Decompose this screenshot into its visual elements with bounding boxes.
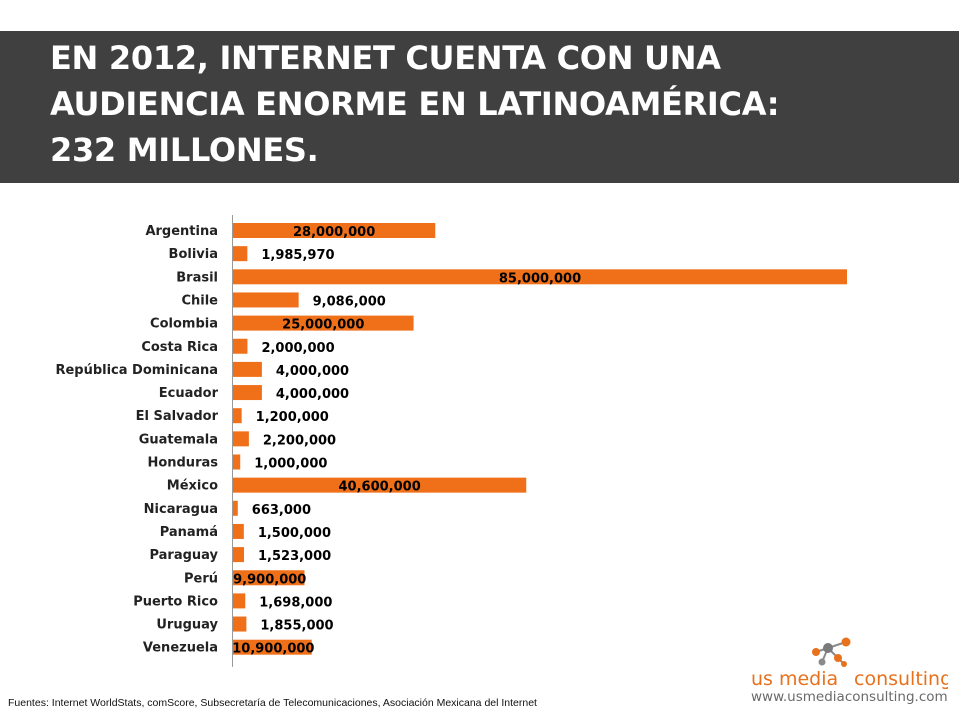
category-label: Bolivia — [169, 247, 218, 262]
category-label: Paraguay — [149, 548, 218, 563]
category-label: Brasil — [176, 270, 218, 285]
category-label: Honduras — [147, 456, 218, 471]
value-label: 10,900,000 — [232, 642, 314, 657]
value-label: 663,000 — [252, 503, 311, 518]
bar — [233, 223, 436, 238]
value-label: 1,500,000 — [258, 526, 331, 541]
value-label: 25,000,000 — [282, 318, 364, 333]
bar — [233, 570, 305, 586]
sources-footnote: Fuentes: Internet WorldStats, comScore, … — [8, 697, 537, 709]
bar — [233, 246, 248, 262]
bar — [233, 408, 242, 424]
us-media-consulting-logo: us media consulting www.usmediaconsultin… — [751, 637, 948, 705]
value-label: 1,200,000 — [256, 410, 329, 425]
value-label: 2,000,000 — [261, 341, 334, 356]
category-label: Perú — [184, 571, 218, 586]
bar — [233, 385, 262, 401]
value-label: 40,600,000 — [339, 480, 421, 495]
bar — [233, 361, 262, 377]
bar — [233, 616, 247, 632]
bar — [233, 292, 299, 308]
value-label: 1,698,000 — [259, 595, 332, 610]
value-label: 1,000,000 — [254, 457, 327, 472]
bar — [233, 639, 312, 655]
value-label: 1,855,000 — [260, 619, 333, 634]
value-label: 1,985,970 — [261, 248, 334, 263]
page-title-line-3: 232 MILLONES. — [50, 131, 319, 169]
category-label: República Dominicana — [55, 363, 218, 378]
category-label: El Salvador — [136, 409, 219, 424]
category-label: México — [167, 479, 218, 494]
logo-url: www.usmediaconsulting.com — [751, 689, 948, 705]
bar — [233, 454, 241, 470]
value-label: 4,000,000 — [276, 387, 349, 402]
bar — [233, 547, 245, 563]
bar — [233, 269, 847, 285]
category-label: Colombia — [150, 317, 218, 332]
bar — [233, 477, 527, 493]
bar — [233, 593, 246, 609]
bar — [233, 431, 249, 447]
value-label: 28,000,000 — [293, 225, 375, 240]
category-label: Guatemala — [139, 432, 218, 447]
logo-name-part-1: us media — [751, 668, 838, 690]
bar-chart: Argentina 28,000,000 Bolivia 1,985,970 Brasi… — [55, 215, 847, 667]
bar — [233, 500, 238, 516]
value-label: 85,000,000 — [499, 271, 581, 286]
logo-name-part-2: consulting — [854, 668, 948, 690]
category-label: Uruguay — [156, 618, 218, 633]
title-band: EN 2012, INTERNET CUENTA CON UNA AUDIENC… — [0, 31, 959, 183]
category-label: Venezuela — [143, 641, 218, 656]
category-label: Puerto Rico — [133, 594, 218, 609]
value-label: 4,000,000 — [276, 364, 349, 379]
molecule-icon — [812, 637, 851, 667]
category-label: Costa Rica — [141, 340, 218, 355]
page-title-line-1: EN 2012, INTERNET CUENTA CON UNA — [50, 39, 721, 77]
page-title-line-2: AUDIENCIA ENORME EN LATINOAMÉRICA: — [50, 85, 780, 123]
value-label: 1,523,000 — [258, 549, 331, 564]
category-label: Ecuador — [159, 386, 219, 401]
value-label: 2,200,000 — [263, 433, 336, 448]
category-label: Argentina — [145, 224, 218, 239]
category-label: Chile — [181, 293, 218, 308]
value-label: 9,086,000 — [313, 294, 386, 309]
category-label: Panamá — [160, 525, 218, 540]
bar — [233, 338, 248, 354]
category-label: Nicaragua — [144, 502, 218, 517]
value-label: 9,900,000 — [233, 572, 306, 587]
bar — [233, 315, 414, 331]
bar — [233, 523, 244, 539]
